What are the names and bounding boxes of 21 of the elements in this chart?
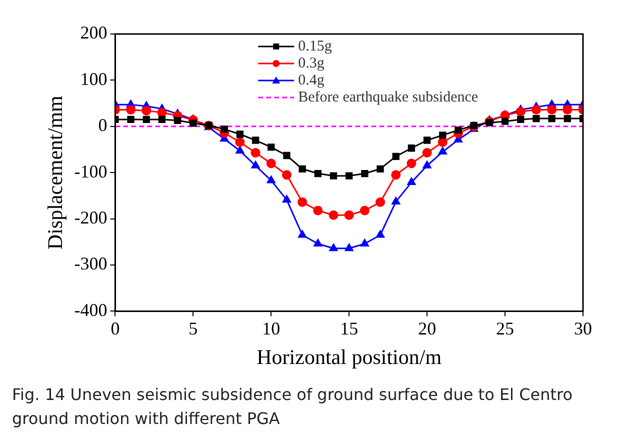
x-tick-label: 10: [262, 318, 280, 339]
y-axis-title: Displacement/mm: [43, 96, 68, 250]
caption: Fig. 14 Uneven seismic subsidence of ground surface due to El Centro ground motion with different PGA: [11, 384, 574, 430]
x-tick-label: 20: [418, 318, 436, 339]
x-tick-label: 15: [340, 318, 358, 339]
x-axis-title: Horizontal position/m: [256, 344, 442, 369]
y-tick-label: 0: [98, 115, 108, 136]
y-tick-label: -100: [74, 161, 108, 182]
x-tick-label: 25: [496, 318, 514, 339]
x-tick-label: 5: [188, 318, 198, 339]
legend-label: 0.4g: [298, 72, 325, 88]
legend-label: Before earthquake subsidence: [298, 89, 478, 106]
legend-label: 0.15g: [298, 38, 332, 54]
x-tick-label: 0: [110, 318, 120, 339]
y-tick-label: -200: [74, 208, 108, 228]
y-tick-label: 100: [80, 68, 108, 89]
y-tick-label: 200: [80, 22, 108, 43]
y-tick-label: -300: [74, 254, 108, 274]
legend-label: 0.3g: [298, 55, 325, 72]
y-tick-label: -400: [74, 300, 108, 320]
x-tick-label: 30: [574, 318, 592, 339]
